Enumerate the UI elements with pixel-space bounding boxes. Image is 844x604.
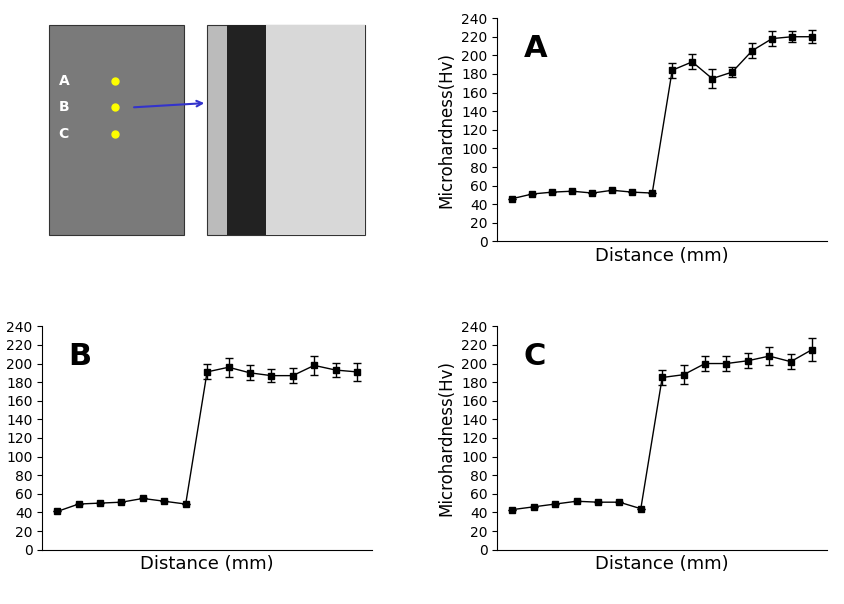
Text: B: B xyxy=(68,342,92,371)
X-axis label: Distance (mm): Distance (mm) xyxy=(140,555,274,573)
X-axis label: Distance (mm): Distance (mm) xyxy=(595,247,729,265)
Text: C: C xyxy=(524,342,546,371)
Y-axis label: Microhardness(Hv): Microhardness(Hv) xyxy=(437,360,456,516)
Text: B: B xyxy=(59,100,69,114)
Text: C: C xyxy=(59,127,69,141)
X-axis label: Distance (mm): Distance (mm) xyxy=(595,555,729,573)
Text: A: A xyxy=(59,74,69,88)
Y-axis label: Microhardness(Hv): Microhardness(Hv) xyxy=(437,52,456,208)
Text: A: A xyxy=(524,34,547,63)
